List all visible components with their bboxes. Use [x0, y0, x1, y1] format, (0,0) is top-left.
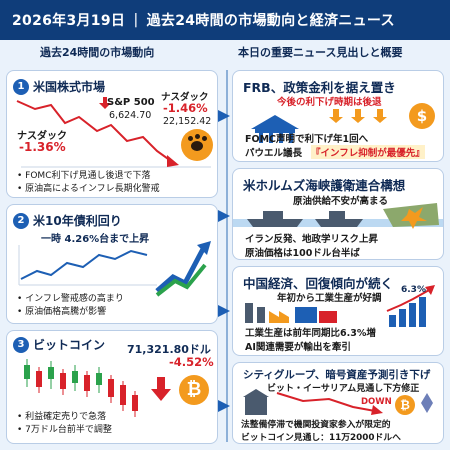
stocks-bullet-2: 原油高によるインフレ長期化警戒 — [17, 183, 159, 195]
ethereum-icon — [421, 393, 433, 413]
bonds-bullet-2: 原油価格高騰が影響 — [17, 306, 106, 318]
bank-icon — [245, 397, 267, 415]
news3-line1: 工業生産は前年同期比6.3%増 — [245, 328, 376, 339]
news3-card: 中国経済、回復傾向が続く 年初から工業生産が好調 6.3% 工業生産は前年同期比… — [232, 266, 444, 356]
ship-icon — [315, 219, 363, 227]
stocks-chart — [16, 97, 211, 168]
nasdaq-top-value: 22,152.42 — [163, 116, 212, 127]
news2-line1: イラン反発、地政学リスク上昇 — [245, 234, 379, 245]
left-heading: 過去24時間の市場動向 — [40, 46, 155, 59]
up-arrow-icon — [197, 241, 211, 255]
center-divider — [226, 70, 228, 442]
bonds-sub: 一時 4.26%台まで上昇 — [41, 234, 150, 245]
nasdaq-top-change: -1.46% — [163, 101, 208, 115]
bonds-bullet-1: インフレ警戒感の高まり — [17, 293, 124, 305]
header-date: 2026年3月19日 — [12, 13, 126, 29]
news1-sub: 今後の利下げ時期は後退 — [277, 97, 382, 108]
bonds-title: 米10年債利回り — [33, 214, 122, 228]
page-header: 2026年3月19日 | 過去24時間の市場動向と経済ニュース — [0, 0, 450, 40]
news4-card: シティグループ、暗号資産予測引き下げ ビット・イーサリアム見通し下方修正 ₿ D… — [232, 362, 444, 444]
bonds-card: 2 米10年債利回り 一時 4.26%台まで上昇 インフレ警戒感の高まり 原油価… — [6, 204, 218, 324]
ship-icon — [247, 219, 303, 227]
news1-line2a: パウエル議長 — [245, 148, 303, 159]
container-icon — [295, 307, 317, 323]
stocks-number: 1 — [13, 79, 29, 95]
connector-arrows — [218, 110, 230, 412]
btc-bullet-1: 利益確定売りで急落 — [17, 411, 106, 423]
news2-art — [233, 203, 443, 229]
stocks-card: 1 米国株式市場 S&P 500 6,624.70 ナスダック -1.46% 2… — [6, 70, 218, 198]
bear-icon — [181, 129, 213, 161]
news4-line1: 法整備停滞で機関投資家参入が限定的 — [241, 420, 391, 430]
factory-icon — [245, 303, 253, 323]
nasdaq-top-label: ナスダック — [161, 92, 209, 103]
bonds-number: 2 — [13, 213, 29, 229]
news2-sub: 原油供給不安が高まる — [293, 196, 389, 207]
news3-pct: 6.3% — [401, 285, 426, 295]
nasdaq-change: -1.36% — [19, 140, 66, 154]
right-heading: 本日の重要ニュース見出しと概要 — [238, 46, 403, 59]
news1-art — [251, 109, 387, 143]
stocks-title: 米国株式市場 — [33, 80, 106, 94]
btc-bullet-2: 7万ドル台前半で調整 — [17, 424, 112, 436]
bitcoin-icon: ₿ — [179, 375, 209, 405]
header-separator: | — [133, 12, 139, 28]
btc-candles — [24, 359, 171, 417]
btc-card: 3 ビットコイン 71,321.80ドル -4.52% ₿ 利益確定売りで急落 … — [6, 330, 218, 444]
news3-line2: AI関連需要が輸出を牽引 — [245, 342, 351, 353]
stocks-bullet-1: FOMC利下げ見通し後退で下落 — [17, 170, 150, 182]
news4-sub: ビット・イーサリアム見通し下方修正 — [267, 384, 420, 394]
news4-down: DOWN — [361, 397, 392, 407]
bitcoin-icon: ₿ — [395, 395, 415, 415]
news2-title: 米ホルムズ海峡護衛連合構想 — [243, 178, 406, 193]
btc-number: 3 — [13, 337, 29, 353]
news1-title: FRB、政策金利を据え置き — [243, 80, 396, 95]
news1-line1: FOMC声明で利下げ年1回へ — [245, 134, 369, 145]
news1-card: FRB、政策金利を据え置き 今後の利下げ時期は後退 $ FOMC声明で利下げ年1… — [232, 70, 444, 162]
sp-label: S&P 500 — [107, 97, 155, 108]
btc-value: 71,321.80ドル — [127, 343, 211, 356]
news2-line2: 原油価格は100ドル台半ば — [245, 248, 360, 259]
up-arrow-icon — [425, 285, 435, 295]
explosion-icon — [401, 207, 427, 229]
down-arrow-icon — [151, 377, 171, 401]
btc-title: ビットコイン — [33, 338, 106, 352]
down-arrow-icon — [99, 97, 111, 109]
sp-value: 6,624.70 — [109, 110, 152, 121]
header-title: 過去24時間の市場動向と経済ニュース — [146, 13, 395, 29]
news3-art — [245, 285, 435, 327]
news2-card: 米ホルムズ海峡護衛連合構想 原油供給不安が高まる イラン反発、地政学リスク上昇 … — [232, 168, 444, 260]
dollar-gear-icon: $ — [409, 103, 435, 129]
news4-line2: ビットコイン見通し：11万2000ドルへ — [241, 433, 401, 443]
news4-title: シティグループ、暗号資産予測引き下げ — [243, 369, 431, 381]
news4-art — [243, 389, 433, 415]
news3-title: 中国経済、回復傾向が続く — [243, 276, 394, 291]
nasdaq-label: ナスダック — [17, 131, 67, 142]
btc-change: -4.52% — [169, 355, 214, 369]
news1-line2b: 『インフレ抑制が最優先』 — [311, 145, 425, 159]
bonds-chart — [18, 241, 211, 297]
news3-sub: 年初から工業生産が好調 — [277, 293, 382, 304]
